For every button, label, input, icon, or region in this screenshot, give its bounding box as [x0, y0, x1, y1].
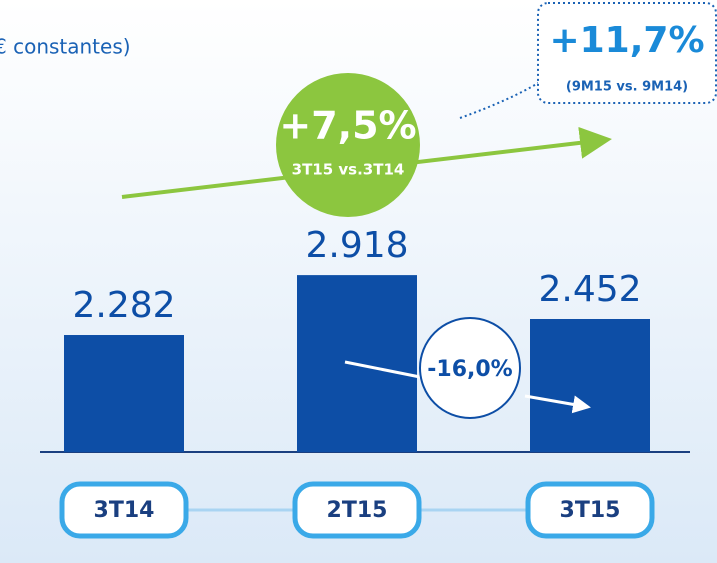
- callout-box: [537, 2, 717, 104]
- category-box: [59, 481, 189, 539]
- callout-value: +11,7%: [549, 20, 704, 61]
- callout-pointer: [459, 81, 541, 119]
- change-circle: [419, 317, 521, 419]
- x-tick-label: 3T15: [560, 498, 621, 523]
- category-box: [292, 481, 422, 539]
- x-tick-label: 3T14: [94, 498, 155, 523]
- growth-circle: [276, 73, 420, 217]
- bar: [530, 319, 650, 452]
- callout-note: (9M15 vs. 9M14): [566, 80, 688, 95]
- value-label: 2.452: [538, 269, 641, 310]
- change-arrow: [344, 360, 426, 380]
- growth-note: 3T15 vs.3T14: [292, 161, 405, 179]
- value-label: 2.282: [72, 285, 175, 326]
- change-arrow: [524, 394, 591, 414]
- subtitle: € constantes): [0, 35, 131, 59]
- x-tick-label: 2T15: [327, 498, 388, 523]
- value-label: 2.918: [305, 225, 408, 266]
- growth-value: +7,5%: [279, 104, 416, 148]
- bar: [64, 335, 184, 452]
- change-value: -16,0%: [427, 357, 512, 382]
- category-box: [525, 481, 655, 539]
